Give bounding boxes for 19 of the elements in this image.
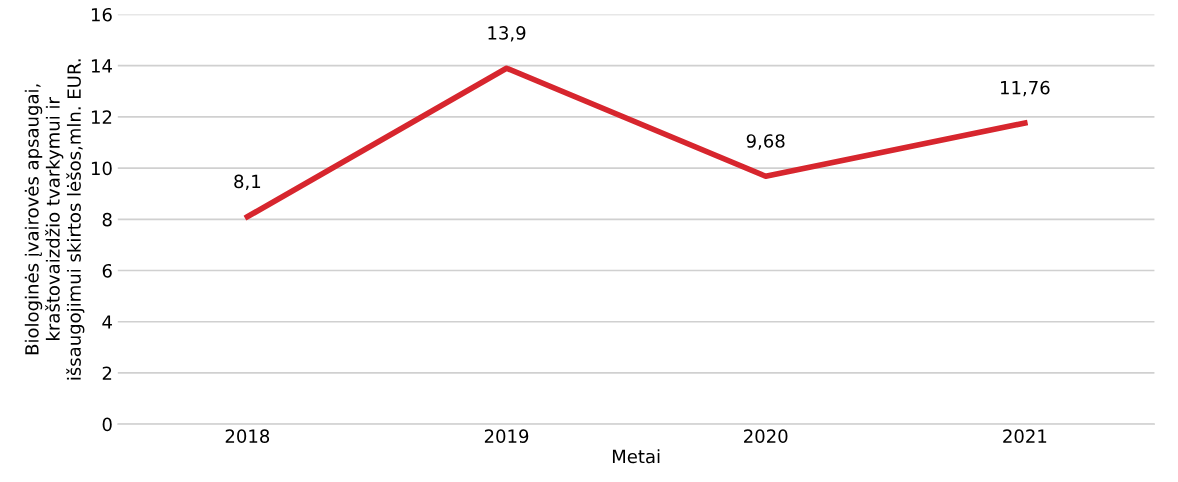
y-tick-label: 8 <box>102 212 112 227</box>
y-tick-label: 0 <box>102 417 112 432</box>
x-tick-label: 2020 <box>744 429 788 443</box>
y-tick-label: 6 <box>102 263 112 278</box>
y-tick-label: 4 <box>102 315 112 329</box>
x-tick-label: 2018 <box>225 429 270 443</box>
data-label: 13,9 <box>488 26 526 42</box>
y-tick-label: 14 <box>91 59 112 73</box>
x-tick-label: 2019 <box>484 429 529 443</box>
data-label: 8,1 <box>234 174 261 191</box>
y-tick-label: 10 <box>91 161 112 176</box>
data-label: 11,76 <box>1001 80 1050 97</box>
x-tick-label: 2021 <box>1003 429 1047 443</box>
y-tick-label: 12 <box>91 110 112 124</box>
x-axis-title: Metai <box>612 449 660 464</box>
y-tick-label: 16 <box>91 7 112 22</box>
y-tick-label: 2 <box>102 366 112 380</box>
data-label: 9,68 <box>746 134 785 150</box>
y-axis-title: Biologinės įvairovės apsaugai, kraštovaizdžio tvarkymui ir išsaugojimui skirtos lėšos,mln. EUR. <box>24 59 85 380</box>
